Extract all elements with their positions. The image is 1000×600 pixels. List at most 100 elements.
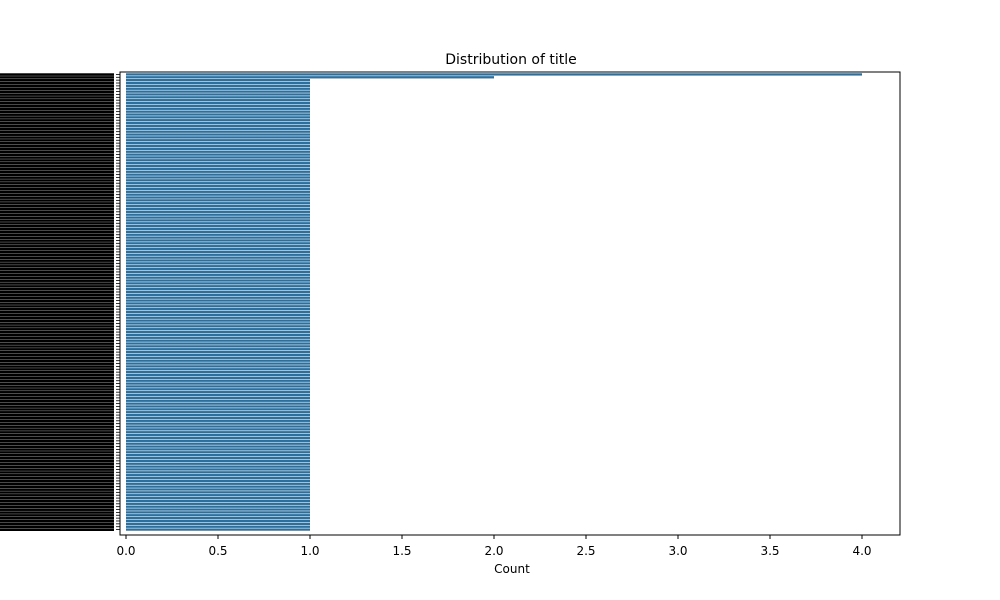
y-tick-label bbox=[0, 516, 114, 520]
y-tick-label bbox=[0, 393, 114, 397]
y-tick-label bbox=[0, 368, 114, 371]
bar bbox=[126, 451, 310, 454]
bar bbox=[126, 236, 310, 239]
bar bbox=[126, 476, 310, 480]
y-tick-label bbox=[0, 153, 114, 157]
y-tick-label bbox=[0, 245, 114, 248]
bar bbox=[126, 308, 310, 311]
bar bbox=[126, 431, 310, 434]
y-tick-label bbox=[0, 164, 114, 168]
y-tick-label bbox=[0, 362, 114, 365]
y-tick-label bbox=[0, 305, 114, 308]
bar bbox=[126, 453, 310, 457]
bar bbox=[126, 353, 310, 357]
y-tick-label bbox=[0, 451, 114, 454]
y-tick-label bbox=[0, 353, 114, 357]
y-tick-label bbox=[0, 525, 114, 529]
bar bbox=[126, 502, 310, 505]
bar bbox=[126, 110, 310, 113]
bar bbox=[126, 370, 310, 374]
bar bbox=[126, 419, 310, 422]
bar bbox=[126, 299, 310, 302]
y-tick-label bbox=[0, 413, 114, 417]
x-tick-label: 0.0 bbox=[116, 544, 135, 558]
bar bbox=[126, 494, 310, 497]
y-tick-label bbox=[0, 293, 114, 297]
bar bbox=[126, 396, 310, 400]
bar bbox=[126, 141, 310, 145]
y-tick-label bbox=[0, 508, 114, 511]
y-tick-label bbox=[0, 193, 114, 197]
bar bbox=[126, 505, 310, 508]
bar bbox=[126, 101, 310, 105]
y-tick-label bbox=[0, 370, 114, 374]
bar bbox=[126, 282, 310, 285]
y-tick-label bbox=[0, 259, 114, 262]
bar bbox=[126, 273, 310, 276]
bar bbox=[126, 436, 310, 440]
bar bbox=[126, 96, 310, 99]
y-tick-label bbox=[0, 373, 114, 377]
y-tick-label bbox=[0, 379, 114, 383]
bar bbox=[126, 133, 310, 136]
y-tick-label bbox=[0, 247, 114, 251]
bar bbox=[126, 313, 310, 317]
y-tick-label bbox=[0, 279, 114, 282]
y-tick-label bbox=[0, 270, 114, 274]
bar bbox=[126, 213, 310, 216]
bars-group bbox=[126, 73, 862, 531]
bar bbox=[126, 90, 310, 93]
bar bbox=[126, 376, 310, 380]
bar bbox=[126, 448, 310, 451]
bar bbox=[126, 425, 310, 428]
y-tick-label bbox=[0, 502, 114, 506]
chart-title: Distribution of title bbox=[445, 52, 576, 68]
bar bbox=[126, 147, 310, 151]
bar bbox=[126, 204, 310, 208]
bar bbox=[126, 474, 310, 477]
bar bbox=[126, 107, 310, 110]
y-tick-label bbox=[0, 190, 114, 194]
y-tick-label bbox=[0, 90, 114, 94]
bar bbox=[126, 233, 310, 236]
y-tick-label bbox=[0, 233, 114, 237]
bar bbox=[126, 73, 862, 76]
bar bbox=[126, 265, 310, 268]
y-tick-label bbox=[0, 485, 114, 489]
y-tick-label bbox=[0, 144, 114, 148]
y-tick-label bbox=[0, 76, 114, 79]
bar bbox=[126, 348, 310, 351]
bar bbox=[126, 459, 310, 463]
bar bbox=[126, 439, 310, 442]
y-tick-label bbox=[0, 339, 114, 343]
y-tick-label bbox=[0, 391, 114, 394]
x-tick-label: 4.0 bbox=[852, 544, 871, 558]
y-tick-label bbox=[0, 276, 114, 280]
y-tick-label bbox=[0, 376, 114, 380]
bar bbox=[126, 121, 310, 125]
y-tick-label bbox=[0, 448, 114, 451]
y-tick-label bbox=[0, 267, 114, 271]
y-tick-label bbox=[0, 130, 114, 134]
y-tick-label bbox=[0, 491, 114, 494]
y-tick-label bbox=[0, 336, 114, 340]
y-tick-labels-group bbox=[0, 73, 120, 531]
bar bbox=[126, 445, 310, 448]
bar bbox=[126, 176, 310, 179]
y-tick-label bbox=[0, 150, 114, 154]
y-tick-label bbox=[0, 359, 114, 363]
y-tick-label bbox=[0, 79, 114, 82]
y-tick-label bbox=[0, 302, 114, 305]
bar bbox=[126, 79, 310, 82]
bar bbox=[126, 287, 310, 291]
y-tick-label bbox=[0, 519, 114, 523]
y-tick-label bbox=[0, 476, 114, 480]
y-tick-label bbox=[0, 216, 114, 219]
bar bbox=[126, 416, 310, 420]
bar bbox=[126, 305, 310, 308]
x-tick-label: 0.5 bbox=[208, 544, 227, 558]
bar bbox=[126, 379, 310, 382]
y-tick-label bbox=[0, 453, 114, 457]
bar bbox=[126, 471, 310, 474]
bar bbox=[126, 488, 310, 491]
